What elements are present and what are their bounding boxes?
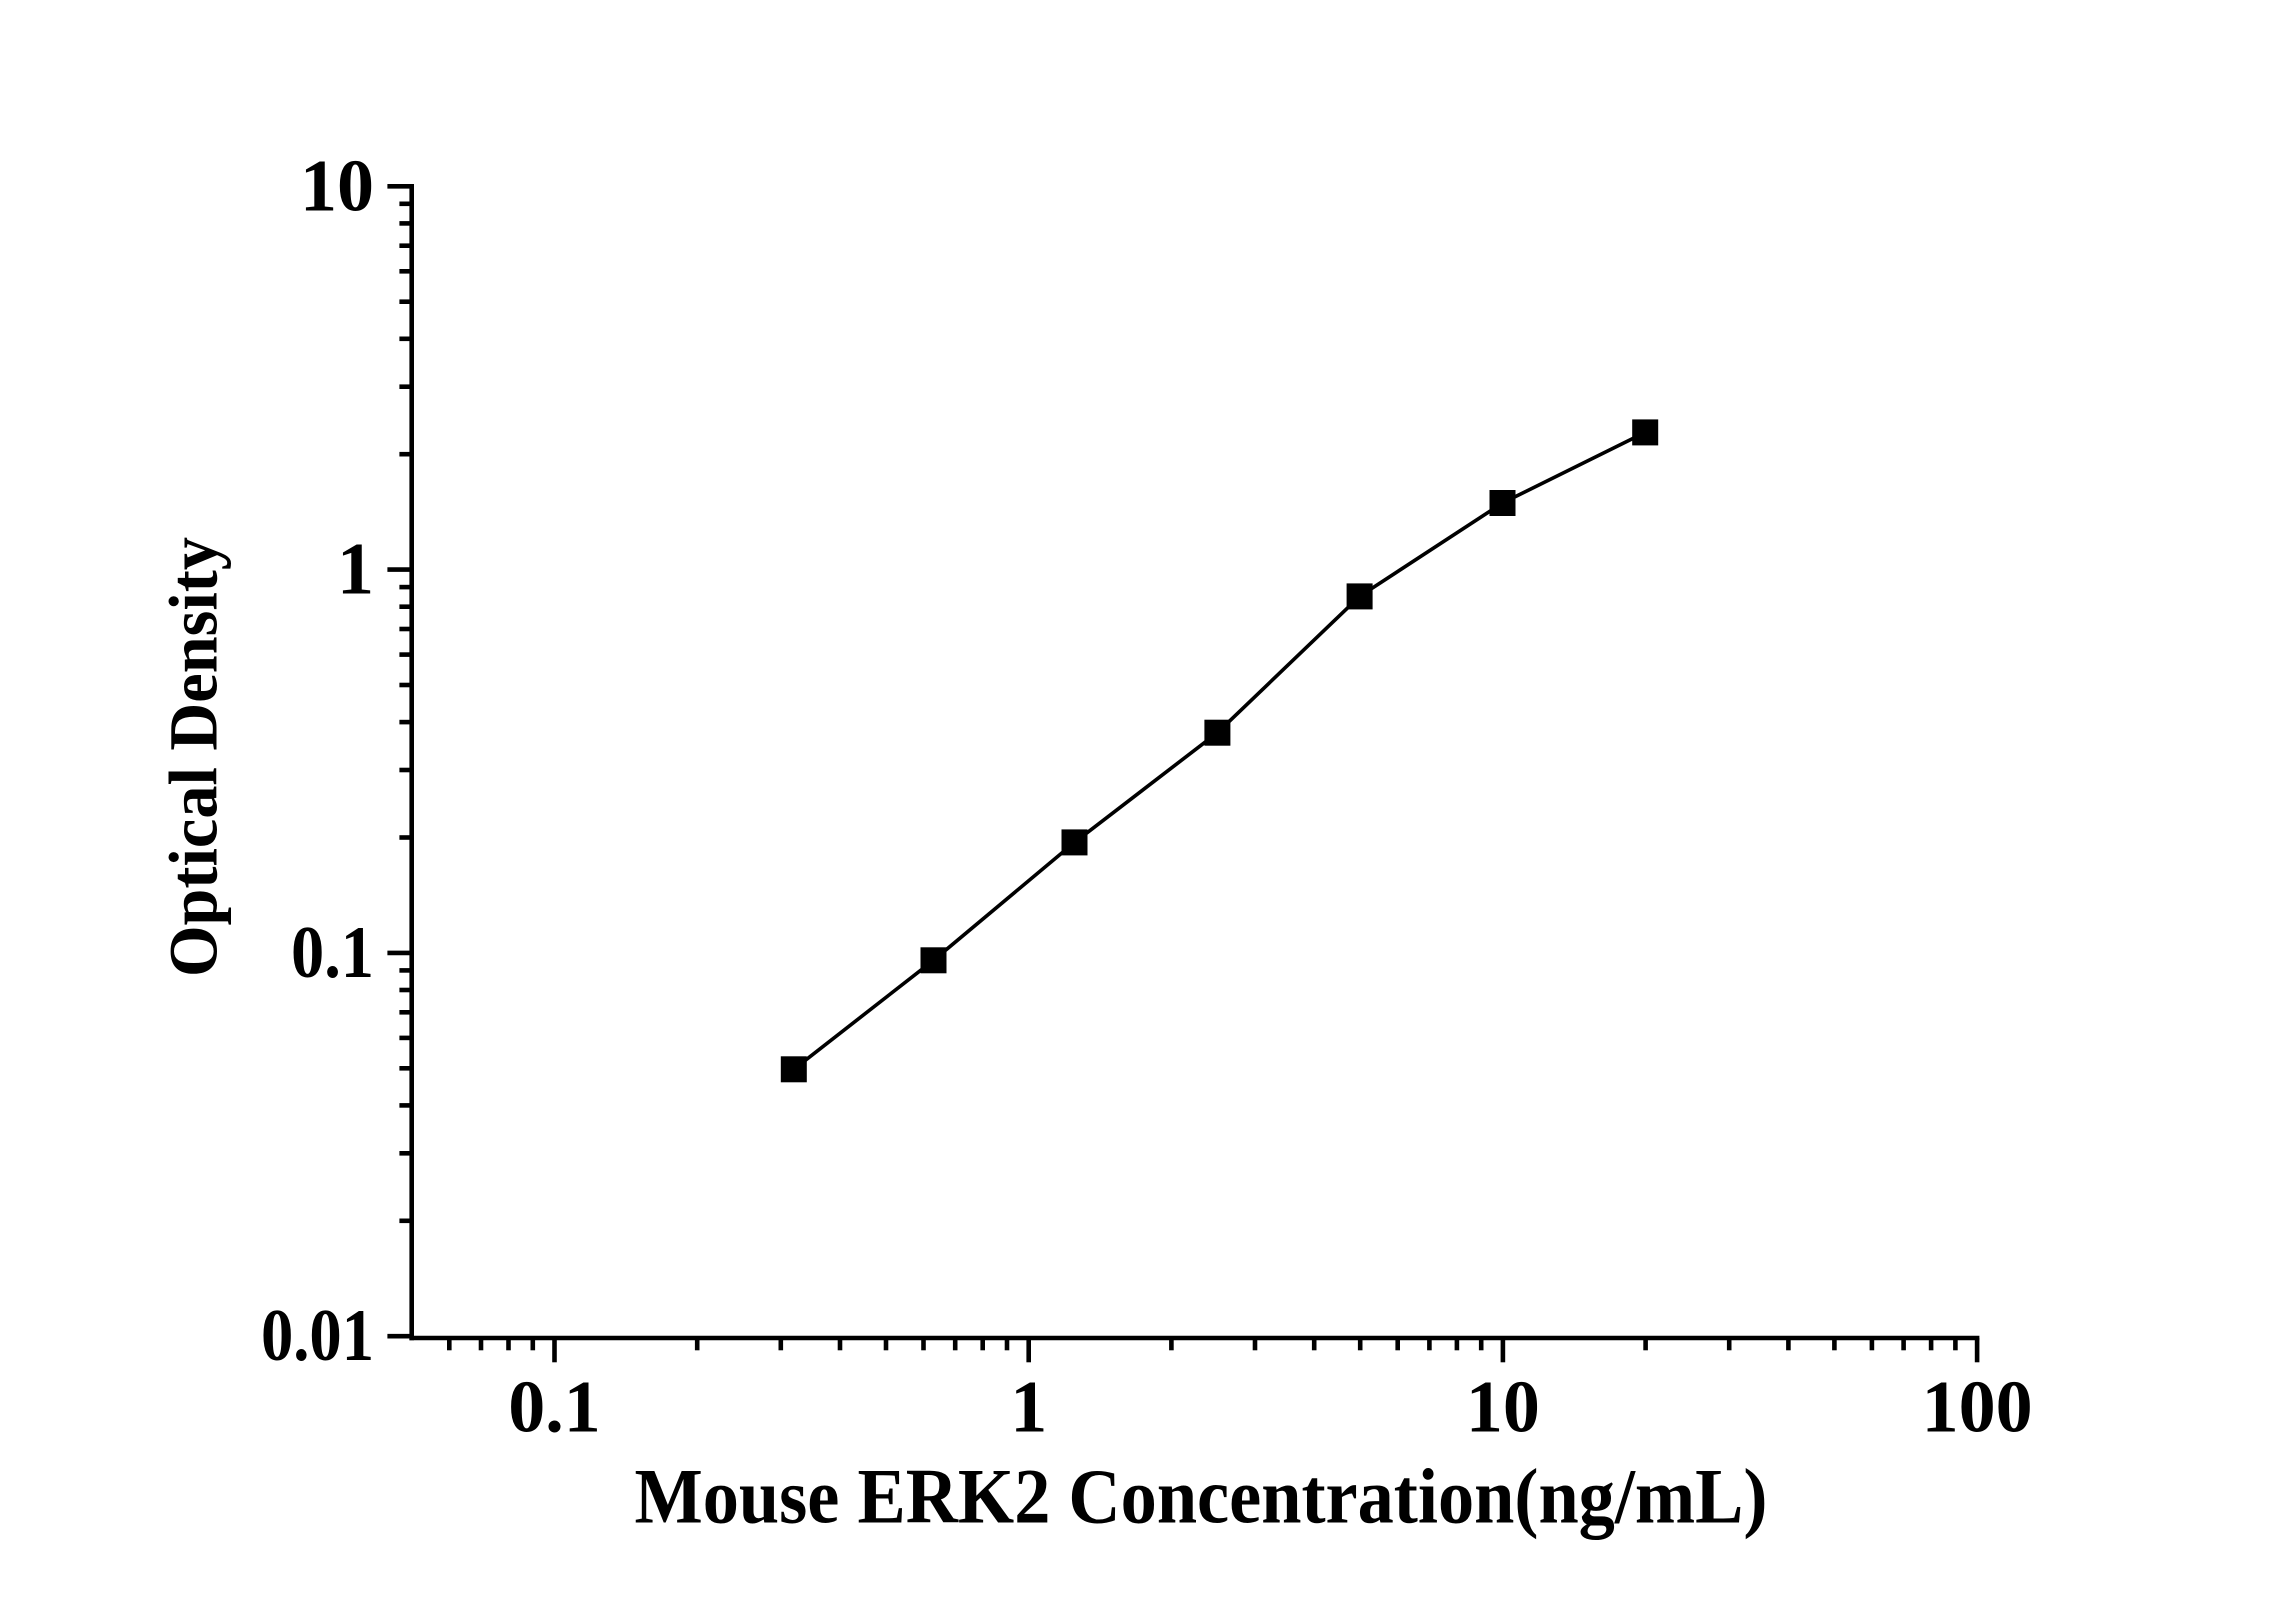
svg-text:0.1: 0.1 xyxy=(508,1367,601,1449)
svg-text:1: 1 xyxy=(337,529,374,611)
svg-text:100: 100 xyxy=(1922,1367,2033,1449)
svg-text:0.01: 0.01 xyxy=(261,1295,374,1377)
svg-text:Mouse ERK2 Concentration(ng/mL: Mouse ERK2 Concentration(ng/mL) xyxy=(635,1453,1768,1540)
svg-text:Optical Density: Optical Density xyxy=(156,537,232,977)
svg-text:10: 10 xyxy=(300,145,374,227)
svg-text:1: 1 xyxy=(1010,1367,1047,1449)
svg-text:0.1: 0.1 xyxy=(291,912,374,994)
svg-text:10: 10 xyxy=(1466,1367,1540,1449)
